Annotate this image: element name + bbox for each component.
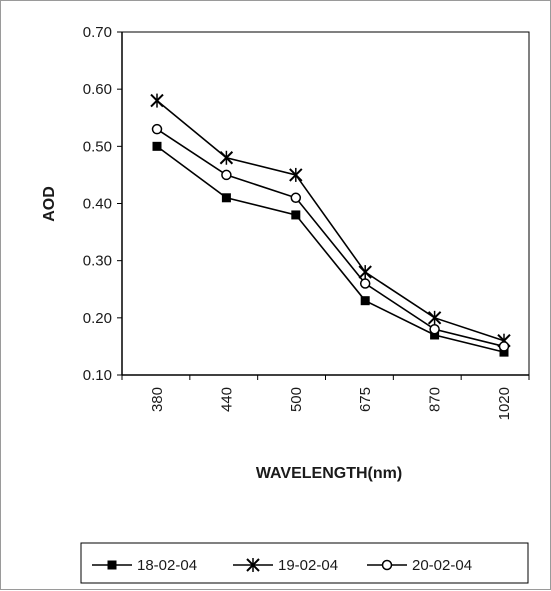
data-point-asterisk: [358, 265, 372, 280]
x-tick-label: 440: [218, 387, 235, 412]
legend-label: 18-02-04: [137, 557, 197, 574]
series-19-02-04: [150, 93, 511, 348]
x-tick-label: 675: [357, 387, 374, 412]
data-point-asterisk: [289, 167, 303, 182]
data-point-asterisk: [150, 93, 164, 108]
data-point-square: [107, 560, 117, 570]
legend-entry: 18-02-04: [92, 557, 197, 574]
y-tick-label: 0.10: [83, 367, 112, 384]
plot-area: [117, 31, 530, 380]
data-point-circle: [290, 192, 302, 204]
series-18-02-04: [152, 141, 509, 357]
data-point-square: [152, 141, 162, 151]
legend-box: [80, 542, 529, 584]
data-point-circle: [221, 169, 232, 181]
series-20-02-04: [151, 123, 510, 352]
data-point-square: [499, 347, 509, 357]
y-axis-title: AOD: [41, 186, 58, 222]
series-line: [156, 128, 505, 348]
data-point-circle: [151, 123, 163, 135]
y-tick-label: 0.40: [83, 196, 112, 213]
y-tick-labels: 0.70 0.60 0.50 0.40 0.30 0.20 0.10: [83, 24, 112, 384]
x-tick-label: 1020: [496, 387, 513, 420]
legend-entry: 19-02-04: [233, 557, 338, 574]
data-point-circle: [359, 278, 371, 289]
series-line: [156, 99, 505, 342]
x-tick-label: 500: [288, 387, 305, 412]
data-point-square: [291, 210, 301, 220]
y-tick-label: 0.70: [83, 24, 112, 41]
plot-border: [121, 31, 530, 376]
x-axis-title: WAVELENGTH(nm): [256, 465, 402, 482]
data-point-circle: [381, 559, 393, 571]
data-point-asterisk: [219, 150, 234, 165]
series-line: [156, 145, 505, 353]
x-tick-label: 380: [149, 387, 166, 412]
data-point-asterisk: [246, 558, 260, 572]
data-point-square: [360, 296, 370, 306]
y-tick-label: 0.20: [83, 310, 112, 327]
legend: 18-02-04 19-02-04 20-02-04: [80, 542, 529, 584]
data-point-square: [430, 330, 440, 340]
y-tick-label: 0.50: [83, 138, 112, 155]
legend-label: 20-02-04: [412, 557, 472, 574]
data-point-square: [221, 193, 231, 203]
series-layer: [150, 93, 511, 357]
data-point-circle: [498, 341, 510, 352]
y-tick-label: 0.30: [83, 253, 112, 270]
legend-entry: 20-02-04: [367, 557, 472, 574]
legend-label: 19-02-04: [278, 557, 338, 574]
y-tick-label: 0.60: [83, 81, 112, 98]
data-point-circle: [429, 324, 440, 335]
x-tick-label: 870: [427, 387, 444, 412]
data-point-asterisk: [427, 310, 442, 325]
x-tick-labels: 380 440 500 675 870 1020: [149, 387, 513, 420]
